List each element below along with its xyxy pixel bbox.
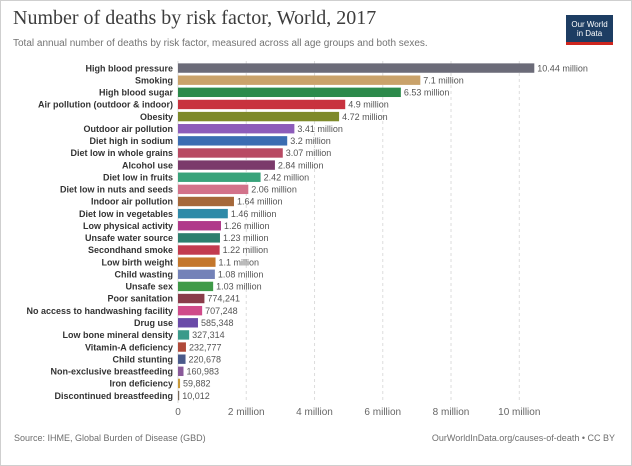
bar[interactable] bbox=[178, 208, 228, 219]
value-label: 774,241 bbox=[207, 294, 240, 304]
category-label: Secondhand smoke bbox=[88, 245, 173, 255]
value-label: 2.06 million bbox=[251, 185, 297, 195]
chart-subtitle: Total annual number of deaths by risk fa… bbox=[13, 38, 428, 49]
category-label: Child stunting bbox=[113, 354, 174, 364]
x-tick-label: 8 million bbox=[433, 407, 470, 418]
category-label: Diet low in vegetables bbox=[79, 209, 173, 219]
value-label: 1.22 million bbox=[223, 245, 269, 255]
bar[interactable] bbox=[178, 293, 205, 304]
bar[interactable] bbox=[178, 233, 220, 243]
value-label: 4.72 million bbox=[342, 112, 388, 122]
category-label: Child wasting bbox=[115, 269, 174, 279]
category-label: Unsafe water source bbox=[85, 233, 173, 243]
bar[interactable] bbox=[178, 75, 421, 85]
bar[interactable] bbox=[178, 305, 203, 316]
bar[interactable] bbox=[178, 378, 181, 389]
bar[interactable] bbox=[178, 196, 234, 207]
value-label: 1.23 million bbox=[223, 233, 269, 243]
value-label: 4.9 million bbox=[348, 100, 389, 110]
category-label: Low birth weight bbox=[102, 257, 174, 267]
bar[interactable] bbox=[178, 281, 214, 292]
value-label: 220,678 bbox=[189, 354, 222, 364]
bar[interactable] bbox=[178, 354, 186, 364]
value-label: 707,248 bbox=[205, 306, 238, 316]
category-label: Diet low in whole grains bbox=[70, 148, 173, 158]
bar[interactable] bbox=[178, 318, 198, 328]
category-label: Iron deficiency bbox=[109, 379, 173, 389]
value-label: 7.1 million bbox=[423, 75, 464, 85]
value-label: 10.44 million bbox=[537, 63, 588, 73]
bar[interactable] bbox=[178, 221, 222, 231]
value-label: 6.53 million bbox=[404, 88, 450, 98]
value-label: 1.03 million bbox=[216, 282, 262, 292]
x-tick-label: 6 million bbox=[364, 407, 401, 418]
category-label: High blood sugar bbox=[99, 88, 173, 98]
bar[interactable] bbox=[178, 148, 283, 158]
x-tick-label: 2 million bbox=[228, 407, 265, 418]
category-label: Obesity bbox=[140, 112, 173, 122]
bar[interactable] bbox=[178, 63, 535, 73]
value-label: 59,882 bbox=[183, 379, 211, 389]
value-label: 2.42 million bbox=[264, 172, 310, 182]
value-label: 232,777 bbox=[189, 342, 222, 352]
bar[interactable] bbox=[178, 269, 215, 279]
x-tick-label: 4 million bbox=[296, 407, 333, 418]
category-label: Unsafe sex bbox=[125, 282, 173, 292]
bar[interactable] bbox=[178, 330, 190, 340]
category-label: Air pollution (outdoor & indoor) bbox=[38, 100, 173, 110]
category-label: Low bone mineral density bbox=[62, 330, 173, 340]
bar[interactable] bbox=[178, 124, 295, 134]
value-label: 3.2 million bbox=[290, 136, 331, 146]
value-label: 1.46 million bbox=[231, 209, 277, 219]
logo-line-1: Our World bbox=[571, 20, 608, 29]
category-label: Non-exclusive breastfeeding bbox=[50, 367, 173, 377]
category-label: Indoor air pollution bbox=[91, 197, 173, 207]
bar[interactable] bbox=[178, 257, 216, 267]
bar[interactable] bbox=[178, 136, 288, 146]
value-label: 3.07 million bbox=[286, 148, 332, 158]
bar[interactable] bbox=[178, 390, 180, 401]
bar[interactable] bbox=[178, 160, 275, 170]
category-label: Poor sanitation bbox=[107, 294, 173, 304]
category-label: Smoking bbox=[135, 75, 173, 85]
category-label: High blood pressure bbox=[85, 63, 173, 73]
value-label: 585,348 bbox=[201, 318, 234, 328]
bar[interactable] bbox=[178, 99, 346, 110]
bar[interactable] bbox=[178, 342, 186, 352]
category-label: Drug use bbox=[134, 318, 173, 328]
bar-chart: 0 2 million 4 million 6 million 8 million 10 … bbox=[26, 61, 588, 418]
value-label: 1.08 million bbox=[218, 269, 264, 279]
category-label: Diet low in nuts and seeds bbox=[60, 185, 173, 195]
category-label: Diet high in sodium bbox=[90, 136, 174, 146]
category-label: Alcohol use bbox=[122, 160, 173, 170]
value-label: 2.84 million bbox=[278, 160, 324, 170]
value-label: 3.41 million bbox=[297, 124, 343, 134]
bar[interactable] bbox=[178, 245, 220, 255]
category-label: Diet low in fruits bbox=[103, 172, 173, 182]
bar[interactable] bbox=[178, 172, 261, 182]
x-tick-label: 0 bbox=[175, 407, 181, 418]
x-tick-label: 10 million bbox=[498, 407, 540, 418]
bar[interactable] bbox=[178, 184, 249, 195]
category-label: Low physical activity bbox=[83, 221, 173, 231]
value-label: 1.1 million bbox=[219, 257, 260, 267]
bar[interactable] bbox=[178, 111, 340, 122]
value-label: 1.64 million bbox=[237, 197, 283, 207]
bar[interactable] bbox=[178, 366, 184, 377]
our-world-in-data-logo[interactable]: Our World in Data bbox=[566, 15, 613, 45]
category-label: No access to handwashing facility bbox=[26, 306, 173, 316]
chart-title: Number of deaths by risk factor, World, … bbox=[13, 7, 377, 29]
bar[interactable] bbox=[178, 87, 401, 98]
value-label: 160,983 bbox=[186, 367, 219, 377]
value-label: 1.26 million bbox=[224, 221, 270, 231]
source-note[interactable]: Source: IHME, Global Burden of Disease (… bbox=[14, 433, 206, 443]
category-label: Vitamin-A deficiency bbox=[85, 342, 173, 352]
category-label: Discontinued breastfeeding bbox=[54, 391, 173, 401]
logo-line-2: in Data bbox=[576, 29, 603, 38]
credit-link[interactable]: OurWorldInData.org/causes-of-death • CC … bbox=[431, 433, 615, 443]
value-label: 327,314 bbox=[192, 330, 225, 340]
value-label: 10,012 bbox=[182, 391, 210, 401]
category-label: Outdoor air pollution bbox=[84, 124, 174, 134]
